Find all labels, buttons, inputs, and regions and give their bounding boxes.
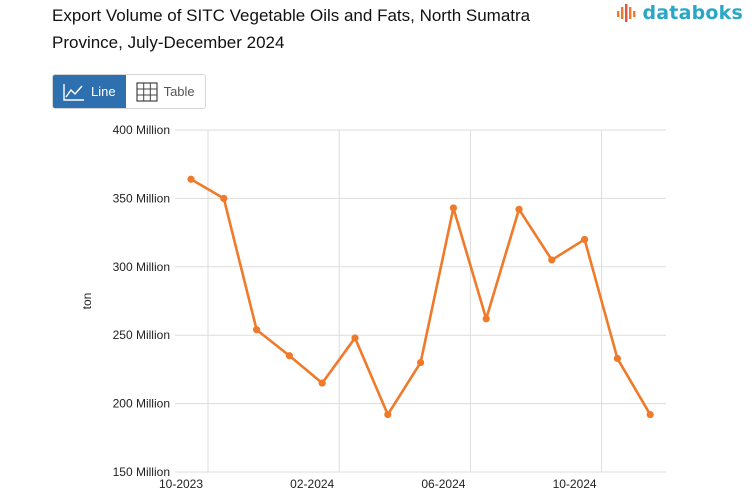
chart-title: Export Volume of SITC Vegetable Oils and… [52, 6, 531, 52]
data-point[interactable] [351, 334, 359, 342]
brand-name: databoks [642, 2, 743, 24]
y-tick-label: 350 Million [113, 191, 170, 205]
y-tick-label: 400 Million [113, 123, 170, 137]
brand-logo: databoks [616, 2, 743, 24]
data-point[interactable] [417, 358, 425, 367]
line-view-label: Line [91, 84, 116, 99]
x-tick-label: 10-2023 [159, 477, 203, 491]
x-tick-label: 06-2024 [421, 477, 465, 491]
data-point[interactable] [285, 352, 293, 360]
data-point[interactable] [187, 175, 195, 183]
line-view-button[interactable]: Line [53, 75, 126, 108]
y-tick-label: 150 Million [113, 465, 170, 479]
data-point[interactable] [515, 205, 523, 213]
table-view-label: Table [163, 84, 195, 99]
view-toggle: Line Table [52, 74, 206, 109]
data-point[interactable] [482, 315, 490, 323]
line-chart-icon [63, 83, 84, 101]
x-tick-label: 10-2024 [553, 477, 597, 491]
x-tick-label: 02-2024 [290, 477, 334, 491]
data-point[interactable] [613, 354, 622, 363]
table-view-button[interactable]: Table [125, 75, 205, 108]
grid-lines [175, 129, 666, 473]
x-axis-ticks: 10-2023 02-2024 06-2024 10-2024 [159, 477, 597, 491]
y-axis-ticks: 150 Million 200 Million 250 Million 300 Mil… [113, 123, 170, 479]
data-point[interactable] [253, 326, 261, 334]
databoks-logo-icon [617, 4, 636, 22]
y-tick-label: 250 Million [113, 328, 170, 342]
data-point[interactable] [646, 410, 654, 419]
y-tick-label: 200 Million [113, 397, 170, 411]
y-tick-label: 300 Million [113, 260, 170, 274]
data-point[interactable] [581, 235, 589, 244]
series-ton [187, 175, 654, 419]
data-point[interactable] [548, 256, 556, 264]
y-axis-title: ton [80, 293, 94, 310]
data-point[interactable] [318, 379, 326, 387]
table-icon [135, 81, 158, 102]
data-point[interactable] [220, 194, 228, 202]
data-point[interactable] [449, 204, 457, 212]
data-point[interactable] [384, 410, 392, 419]
series-line [190, 178, 652, 416]
